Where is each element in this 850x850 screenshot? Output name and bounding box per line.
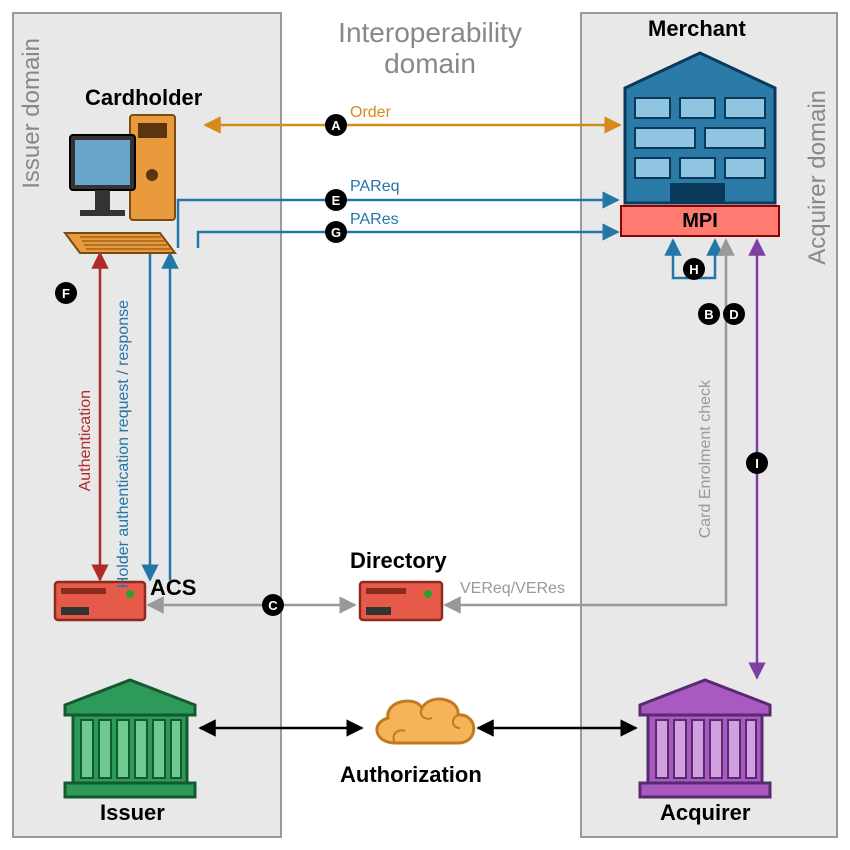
edge-order-label: Order: [350, 104, 391, 122]
edge-pareq-label: PAReq: [350, 178, 400, 196]
authorization-cloud-icon: [377, 699, 474, 743]
merchant-label: Merchant: [648, 16, 746, 42]
step-f-badge: F: [55, 282, 77, 304]
edge-enrol-label: Card Enrolment check: [697, 380, 715, 538]
mpi-box: MPI: [620, 205, 780, 237]
edge-holder-label: Holder authentication request / response: [115, 300, 155, 588]
step-a-badge: A: [325, 114, 347, 136]
authorization-label: Authorization: [340, 762, 482, 788]
issuer-domain-label: Issuer domain: [18, 38, 46, 189]
cardholder-label: Cardholder: [85, 85, 202, 111]
step-g-badge: G: [325, 221, 347, 243]
edge-pares-label: PARes: [350, 211, 399, 229]
acquirer-label: Acquirer: [660, 800, 750, 826]
diagram-canvas: Issuer domain Interoperability domain Ac…: [0, 0, 850, 850]
directory-label: Directory: [350, 548, 447, 574]
issuer-label: Issuer: [100, 800, 165, 826]
directory-icon: [360, 582, 442, 620]
step-d-badge: D: [723, 303, 745, 325]
interop-domain-label: Interoperability domain: [300, 18, 560, 80]
acquirer-domain-label: Acquirer domain: [804, 90, 832, 265]
step-i-badge: I: [746, 452, 768, 474]
acs-label: ACS: [150, 575, 196, 601]
step-h-badge: H: [683, 258, 705, 280]
step-b-badge: B: [698, 303, 720, 325]
edge-auth-label: Authentication: [77, 390, 95, 491]
step-c-badge: C: [262, 594, 284, 616]
step-e-badge: E: [325, 189, 347, 211]
edge-vereq-label: VEReq/VERes: [460, 580, 565, 598]
